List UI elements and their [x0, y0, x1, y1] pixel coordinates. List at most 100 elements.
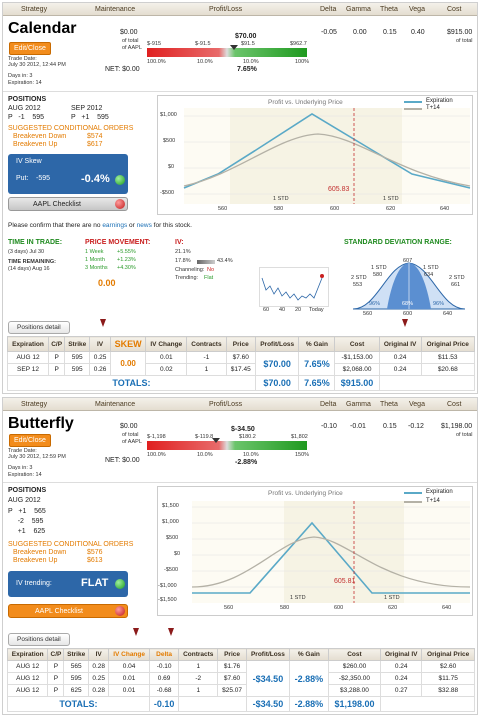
cell-strike: 595 [63, 672, 89, 685]
hdr-vega: Vega [409, 401, 425, 408]
sd-1std-low: 580 [373, 272, 383, 278]
hdr-gamma: Gamma [346, 401, 371, 408]
iv-xtick-0: 60 [263, 307, 270, 313]
cell-iv: 0.25 [89, 351, 111, 364]
pl-mid-left: $-119.8 [195, 434, 214, 440]
pl-mid-left: $-91.5 [195, 41, 211, 47]
cell-iv: 0.25 [87, 672, 110, 685]
positions-detail-button[interactable]: Positions detail [8, 321, 70, 334]
profit-chart: Profit vs. Underlying Price Expiration T… [157, 486, 473, 616]
arrow-original-iv [402, 319, 408, 327]
trending-label: Trending: [175, 275, 199, 281]
cell-cost: $2,068.00 [334, 363, 380, 376]
cell-strike: 625 [63, 684, 89, 697]
aapl-checklist-button[interactable] [8, 197, 128, 211]
ytick-4: -$500 [164, 567, 179, 573]
table-row: SEP 12 P 595 0.26 0.02 1 $17.45 $2,068.0… [7, 363, 476, 376]
totals-empty [178, 696, 247, 712]
hdr-gamma: Gamma [346, 6, 371, 13]
th-skew: SKEW [109, 336, 147, 352]
time-in-trade-title: TIME IN TRADE: [8, 239, 63, 246]
cell-cp: P [47, 351, 66, 364]
maintenance-of-aapl: of AAPL [122, 439, 142, 445]
calendar-header-row: Strategy Maintenance Profit/Loss Delta G… [3, 3, 477, 16]
pos-line-0: P +1 565 [8, 508, 46, 515]
th-delta: Delta [148, 648, 180, 661]
expiration-days: Expiration: 14 [8, 80, 42, 86]
butterfly-card: Strategy Maintenance Profit/Loss Delta G… [2, 397, 478, 715]
cell-strike: 565 [63, 660, 89, 673]
totals-delta: -0.10 [148, 696, 180, 712]
net-value: NET: $0.00 [105, 457, 140, 464]
sd-2std-low-label: 2 STD [351, 275, 367, 281]
iv-trending-value: FLAT [81, 577, 109, 589]
earnings-link[interactable]: earnings [102, 222, 128, 229]
pl-right: $1,802 [291, 434, 308, 440]
pos-line-1: -2 595 [8, 518, 44, 525]
edit-close-button[interactable]: Edit/Close [9, 434, 51, 447]
ytick-0: $1,500 [162, 503, 179, 509]
th-price: Price [217, 648, 247, 661]
ytick-6: -$1,500 [158, 597, 177, 603]
cell-iv-change: 0.01 [108, 684, 150, 697]
hdr-delta: Delta [320, 401, 337, 408]
gamma-value: -0.01 [350, 423, 366, 430]
hdr-strategy: Strategy [21, 401, 48, 408]
legend-t14 [404, 108, 422, 110]
profit-chart-svg [183, 108, 471, 204]
ytick-2: $0 [168, 164, 175, 170]
pl-percent: -2.88% [235, 459, 258, 466]
news-link[interactable]: news [136, 222, 152, 229]
totals-cost: $915.00 [334, 375, 380, 391]
status-light-green [115, 175, 125, 185]
cost-value: $915.00 [447, 29, 473, 36]
xtick-3: 620 [388, 605, 398, 611]
cell-expiration: AUG 12 [6, 660, 49, 673]
legend-t14-label: T+14 [426, 105, 440, 111]
cell-contracts: -1 [186, 351, 227, 364]
trade-date-label: Trade Date: [8, 56, 37, 62]
cell-gain: -2.88% [288, 660, 329, 697]
ytick-3: $0 [174, 551, 181, 557]
cell-price: $17.45 [225, 363, 256, 376]
suggested-orders-title: SUGGESTED CONDITIONAL ORDERS [8, 541, 134, 548]
hdr-profit-loss: Profit/Loss [209, 401, 243, 408]
breakeven-up-value: $617 [87, 141, 103, 148]
hdr-maintenance: Maintenance [95, 6, 136, 13]
aapl-checklist-label[interactable]: AAPL Checklist [35, 608, 83, 615]
pos-aug-line: P -1 595 [8, 114, 45, 121]
totals-pl: $70.00 [254, 375, 300, 391]
cell-expiration: AUG 12 [6, 684, 49, 697]
pl-gauge-bar [147, 48, 307, 57]
pl-scale-3: 100% [295, 59, 310, 65]
vega-value: -0.12 [408, 423, 424, 430]
sd-1std-high-label: 1 STD [423, 265, 439, 271]
arrow-iv-change [133, 628, 139, 636]
cell-contracts: -2 [178, 672, 219, 685]
totals-cost: $1,198.00 [327, 696, 382, 712]
edit-close-button[interactable]: Edit/Close [9, 42, 51, 55]
hdr-strategy: Strategy [21, 6, 48, 13]
aapl-checklist-button[interactable] [8, 604, 128, 618]
std-left: 1 STD [290, 595, 306, 601]
sd-2std-high: 661 [451, 282, 461, 288]
breakeven-down-label: Breakeven Down [13, 549, 67, 556]
xtick-1: 580 [280, 605, 290, 611]
strategy-name: Butterfly [8, 415, 74, 432]
delta-value: -0.05 [321, 29, 337, 36]
cell-iv-change: 0.01 [145, 351, 188, 364]
pm-month-label: 1 Month [85, 257, 105, 263]
xtick-2: 600 [330, 206, 340, 212]
pm-month-value: +1.23% [117, 257, 136, 263]
cell-cp: P [47, 660, 65, 673]
iv-low: 17.8% [175, 258, 191, 264]
cell-cp: P [47, 363, 66, 376]
th-profit-loss: Profit/Loss [254, 336, 300, 352]
table-row: AUG 12 P 565 0.28 0.04 -0.10 1 $1.76 -$3… [6, 660, 475, 697]
totals-empty [380, 696, 475, 712]
days-in: Days in: 3 [8, 465, 33, 471]
iv-xtick-3: Today [309, 307, 324, 313]
hdr-theta: Theta [380, 401, 398, 408]
positions-detail-button[interactable]: Positions detail [8, 633, 70, 646]
aapl-checklist-label[interactable]: AAPL Checklist [33, 201, 81, 208]
